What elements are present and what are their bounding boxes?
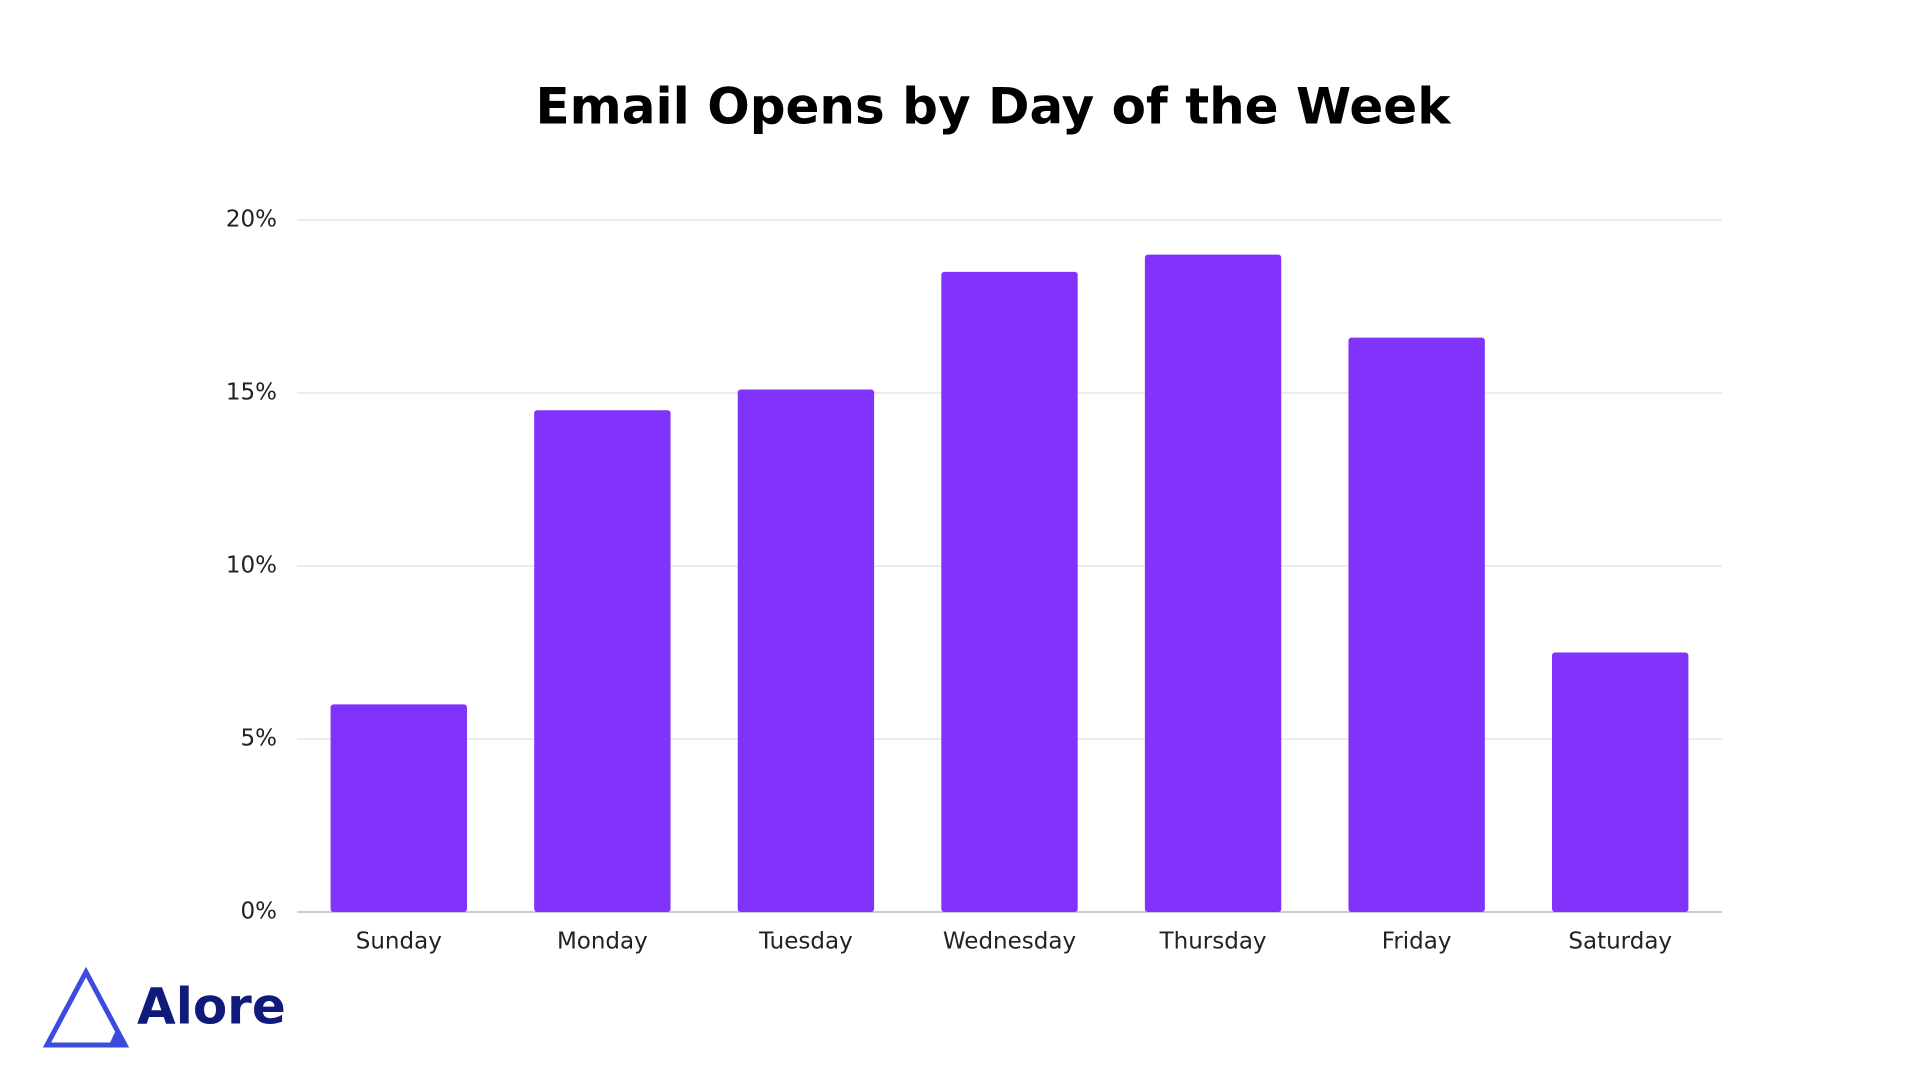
bar <box>1552 652 1689 912</box>
brand-logo: Alore <box>42 966 286 1048</box>
y-tick-label: 20% <box>226 207 277 233</box>
x-tick-label: Monday <box>557 929 648 955</box>
y-tick-label: 5% <box>241 726 278 752</box>
brand-name: Alore <box>137 978 286 1036</box>
x-tick-label: Sunday <box>356 929 442 955</box>
bar <box>1144 254 1282 913</box>
x-tick-label: Saturday <box>1568 929 1672 955</box>
x-tick-label: Thursday <box>1159 929 1267 955</box>
bar <box>737 389 875 912</box>
x-tick-label: Friday <box>1382 929 1452 955</box>
bar <box>1348 337 1485 912</box>
y-tick-label: 0% <box>241 899 278 925</box>
logo-corner <box>108 1030 126 1047</box>
x-tick-label: Wednesday <box>943 929 1076 955</box>
y-tick-label: 10% <box>226 553 277 579</box>
bar <box>330 704 467 912</box>
x-tick-label: Tuesday <box>758 929 853 955</box>
y-tick-label: 15% <box>226 380 277 406</box>
chart-title: Email Opens by Day of the Week <box>536 78 1453 136</box>
bar <box>941 271 1078 912</box>
logo-triangle <box>42 966 130 1048</box>
bar <box>534 410 671 912</box>
